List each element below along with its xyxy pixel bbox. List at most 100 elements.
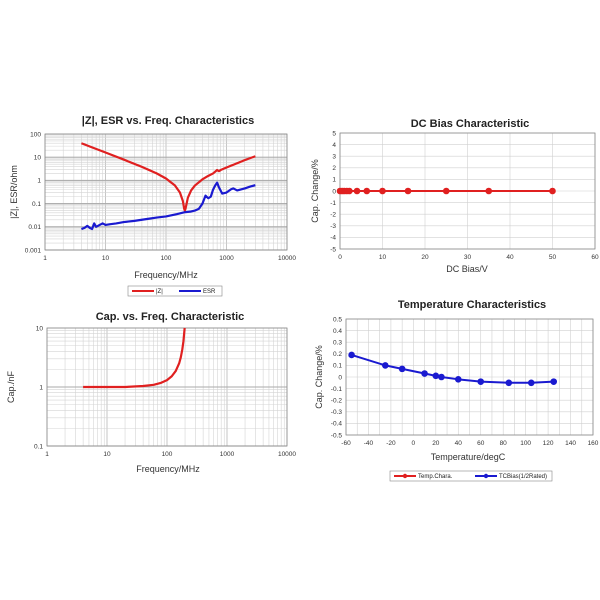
data-point [454, 376, 462, 383]
y-tick-label: -0.4 [331, 421, 343, 428]
series--z- [81, 142, 256, 212]
x-tick-label: 10000 [278, 255, 296, 262]
data-point [421, 370, 428, 377]
y-tick-label: 0 [332, 188, 336, 195]
gridlines [46, 327, 288, 447]
y-axis-label: |Z|, ESR/ohm [9, 165, 19, 219]
data-point [381, 362, 389, 369]
y-axis-label: Cap. Change/% [314, 345, 324, 409]
x-tick-label: 60 [591, 254, 599, 261]
legend-marker [483, 473, 489, 479]
x-tick-label: 10 [102, 255, 110, 262]
x-tick-label: -60 [341, 440, 351, 447]
plot-border [46, 327, 288, 447]
x-tick-label: 100 [520, 440, 531, 447]
data-point [432, 372, 440, 380]
y-tick-label: 4 [332, 142, 336, 149]
legend-label: |Z| [156, 289, 163, 295]
legend-marker [402, 473, 408, 479]
y-tick-label: 0.001 [25, 247, 42, 254]
y-axis-label: Cap./nF [6, 370, 16, 403]
series-esr [81, 181, 256, 231]
y-tick-label: 0.01 [28, 224, 41, 231]
series-line [83, 327, 186, 389]
y-tick-label: -4 [330, 235, 336, 242]
data-point [442, 187, 450, 195]
y-tick-label: 0.1 [333, 363, 342, 370]
y-tick-label: 100 [30, 131, 41, 138]
x-axis-label: Frequency/MHz [136, 464, 200, 474]
data-point [477, 378, 485, 385]
y-tick-label: 10 [34, 155, 42, 162]
chart-title: |Z|, ESR vs. Freq. Characteristics [82, 115, 254, 127]
data-point [404, 187, 412, 195]
legend-label: ESR [203, 289, 216, 295]
x-tick-label: 10000 [278, 451, 296, 458]
x-tick-label: 40 [506, 254, 514, 261]
x-tick-label: 1 [43, 255, 47, 262]
x-tick-label: 140 [565, 440, 576, 447]
data-point [346, 187, 353, 195]
chart-3: -60 -40 -20 0 20 40 60 80 100 120 140 160 -0.5 -0.4 -0… [314, 299, 599, 482]
series-cap-change [336, 187, 556, 195]
y-tick-label: -0.1 [331, 386, 343, 393]
x-tick-label: 80 [500, 440, 508, 447]
x-tick-label: 0 [338, 254, 342, 261]
chart-2: 0 10 20 30 40 50 60 -5 -4 -3 -2 -1 0 1 2 3 4 5 DC Bias Cha… [310, 118, 599, 274]
data-point [485, 187, 493, 195]
chart-title: DC Bias Characteristic [411, 118, 530, 130]
y-tick-label: 0.4 [333, 328, 342, 335]
y-tick-label: 0.5 [333, 316, 342, 323]
x-tick-label: -20 [386, 440, 396, 447]
legend: |Z| ESR [127, 285, 223, 297]
plot-border [345, 318, 594, 436]
x-tick-label: 50 [549, 254, 557, 261]
data-point [353, 187, 361, 195]
chart-1: 1 10 100 1000 10000 0.001 0.01 0.1 1 10 100 |Z|, ES… [9, 115, 296, 297]
x-tick-label: 10 [103, 451, 111, 458]
y-tick-label: 2 [332, 165, 336, 172]
x-axis-label: Temperature/degC [431, 452, 506, 462]
data-point [505, 379, 513, 387]
y-tick-label: 1 [332, 177, 336, 184]
series-tcbias-1-2rated- [348, 351, 558, 387]
x-tick-label: -40 [364, 440, 374, 447]
data-point [549, 187, 556, 195]
x-tick-label: 20 [432, 440, 440, 447]
y-tick-label: -5 [330, 246, 336, 253]
y-tick-label: 0.3 [333, 340, 342, 347]
series-line [81, 142, 256, 212]
y-tick-label: -0.2 [331, 398, 343, 405]
data-point [550, 378, 558, 385]
legend-box [389, 470, 553, 482]
plot-border [44, 133, 288, 251]
y-tick-label: 0.2 [333, 351, 342, 358]
x-tick-label: 100 [161, 255, 172, 262]
legend: Temp.Chara. TCBias(1/2Rated) [389, 470, 553, 482]
y-tick-label: -3 [330, 223, 336, 230]
y-axis-label: Cap. Change/% [310, 159, 320, 223]
legend-box [127, 285, 223, 297]
x-tick-label: 10 [379, 254, 387, 261]
x-tick-label: 120 [543, 440, 554, 447]
x-tick-label: 1000 [220, 451, 235, 458]
data-point [398, 365, 406, 373]
y-tick-label: 1 [39, 384, 43, 391]
y-tick-label: 10 [36, 325, 44, 332]
y-tick-label: 3 [332, 154, 336, 161]
x-tick-label: 100 [162, 451, 173, 458]
series-cap- [83, 327, 186, 389]
x-tick-label: 1 [45, 451, 49, 458]
y-tick-label: -0.3 [331, 409, 343, 416]
data-point [527, 379, 535, 387]
chart-title: Temperature Characteristics [398, 299, 546, 311]
data-point [438, 373, 445, 381]
y-tick-label: 1 [37, 178, 41, 185]
x-tick-label: 20 [421, 254, 429, 261]
data-point [348, 351, 355, 359]
x-tick-label: 0 [412, 440, 416, 447]
x-tick-label: 40 [455, 440, 463, 447]
y-tick-label: -2 [330, 212, 336, 219]
